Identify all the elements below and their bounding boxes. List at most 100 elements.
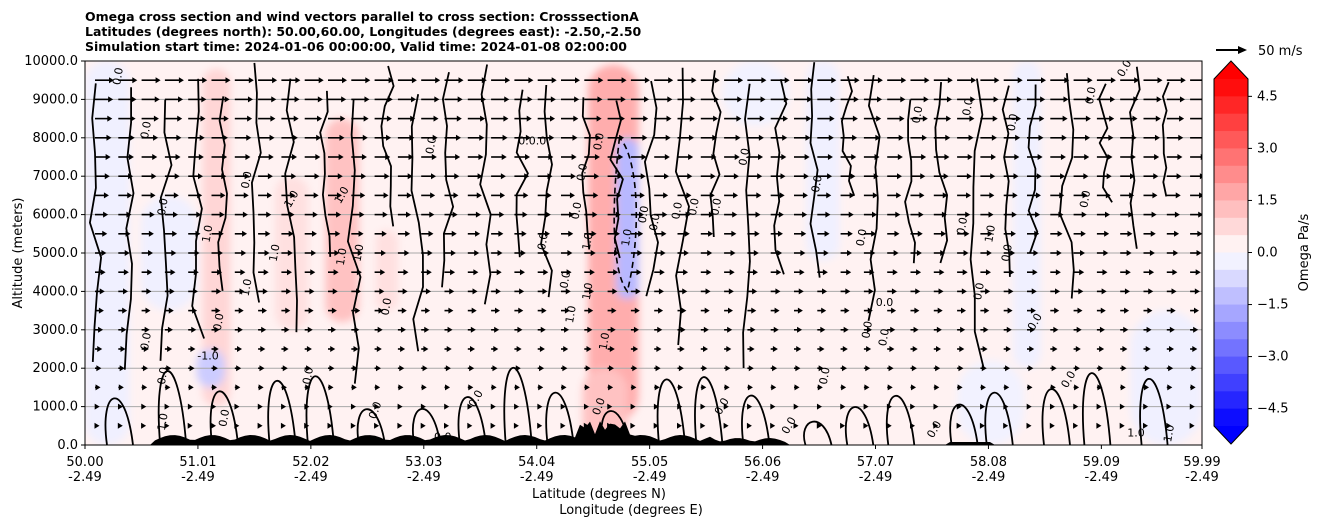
wind-vector-head-214: [361, 173, 367, 180]
wind-vector-head-543: [752, 288, 758, 295]
wind-vector-head-716: [960, 326, 966, 333]
wind-vector-head-12: [98, 307, 104, 314]
x-tick-lon-2: -2.49: [294, 470, 328, 485]
contour-label-22: 0.0: [591, 132, 607, 151]
wind-vector-head-559: [777, 230, 783, 237]
contour-label-47: 0.0: [1005, 113, 1021, 132]
wind-vector-head-775: [1028, 365, 1034, 372]
wind-vector-head-171: [318, 77, 324, 84]
wind-vector-head-885: [1171, 288, 1177, 295]
wind-vector-head-444: [639, 211, 645, 218]
wind-vector-head-58: [178, 96, 184, 103]
wind-vector-head-557: [779, 192, 785, 199]
wind-vector-head-508: [703, 346, 709, 352]
wind-vector-head-225: [351, 384, 357, 391]
wind-vector-head-884: [1172, 269, 1178, 276]
plot-area: 0.00.00.00.00.01.0-1.00.00.01.01.01.00.0…: [85, 61, 1202, 445]
wind-vector-head-383: [572, 134, 578, 141]
wind-vector-head-524: [728, 288, 734, 295]
wind-vector-head-20: [131, 96, 137, 103]
wind-vector-head-365: [548, 154, 554, 160]
wind-vector-head-770: [1032, 269, 1038, 276]
wind-vector-head-54: [142, 384, 148, 391]
low-contour-11: [656, 378, 686, 445]
wind-vector-head-670: [920, 173, 926, 180]
wind-vector-head-683: [910, 422, 915, 429]
wind-vector-head-568: [770, 403, 776, 410]
wind-vector-head-121: [242, 211, 248, 218]
wind-vector-head-189: [304, 422, 310, 429]
contour-label-25: 1.0: [580, 282, 596, 301]
contour-label-53: 1.0: [1127, 426, 1145, 439]
wind-vector-head-841: [1129, 173, 1135, 180]
wind-vector-head-115: [247, 96, 253, 103]
wind-vector-head-431: [610, 326, 616, 333]
wind-vector-head-594: [827, 173, 833, 180]
wind-vector-head-190: [342, 77, 347, 84]
wind-vector-head-13: [98, 326, 104, 333]
wind-vector-head-256: [404, 250, 410, 256]
wind-vector-head-815: [1073, 403, 1079, 410]
low-contour-7: [457, 396, 487, 445]
wind-vector-head-901: [1197, 230, 1202, 237]
wind-vector-head-404: [594, 173, 600, 180]
contour-label-29: 0.0: [636, 205, 652, 224]
colorbar: 4.5 3.0 1.5 0.0 −1.5 −3.0 −4.5 Omega Pa/s: [1213, 60, 1312, 445]
colorbar-band-19: [1214, 408, 1248, 427]
wind-vector-head-575: [803, 173, 809, 180]
wind-vector-head-384: [571, 154, 577, 160]
wind-vector-head-878: [1177, 154, 1183, 160]
wind-vector-head-116: [247, 115, 253, 122]
wind-vector-head-34: [119, 365, 125, 372]
wind-vector-head-155: [292, 134, 298, 141]
wind-vector-head-373: [541, 307, 547, 314]
wind-vector-head-99: [222, 154, 228, 160]
wind-vector-head-275: [427, 250, 433, 256]
x-tick-lat-5: 55.05: [631, 455, 668, 470]
wind-vector-head-249: [410, 115, 416, 122]
wind-vector-head-77: [201, 96, 207, 103]
wind-vector-head-586: [794, 384, 800, 391]
wind-vector-head-238: [380, 269, 386, 276]
wind-vector-head-393: [564, 326, 570, 333]
wind-vector-head-861: [1152, 192, 1158, 199]
wind-vector-head-326: [502, 134, 508, 141]
wind-vector-head-783: [1060, 154, 1066, 160]
wind-vector-head-199: [334, 250, 340, 256]
wind-vector-head-354: [518, 307, 524, 314]
wind-vector-head-291: [453, 192, 459, 199]
wind-vector-head-111: [212, 384, 218, 391]
wind-vector-head-129: [236, 365, 242, 372]
wind-vector-head-469: [657, 326, 663, 333]
wind-vector-head-157: [291, 173, 297, 180]
wind-vector-head-247: [411, 77, 417, 84]
wind-vector-head-660: [889, 346, 895, 352]
contour-label-16: 0.0: [378, 297, 394, 316]
contour-line-0: [88, 83, 103, 362]
x-tick-lon-8: -2.49: [972, 470, 1006, 485]
wind-vector-head-520: [732, 211, 738, 218]
wind-vector-head-830: [1099, 326, 1105, 333]
wind-vector-head-427: [614, 250, 620, 256]
wind-vector-head-294: [450, 250, 456, 256]
wind-vector-head-307: [479, 134, 485, 141]
wind-vector-head-206: [328, 384, 334, 391]
wind-vector-head-846: [1125, 269, 1131, 276]
plot-clip-group: 0.00.00.00.00.01.0-1.00.00.01.01.01.00.0…: [85, 61, 1202, 445]
wind-vector-head-791: [1054, 307, 1060, 314]
wind-vector-head-138: [267, 173, 273, 180]
wind-vector-head-634: [872, 211, 878, 218]
wind-vector-head-451: [633, 346, 639, 352]
wind-vector-head-682: [910, 403, 916, 410]
wind-vector-head-241: [377, 326, 383, 333]
wind-vector-head-510: [701, 384, 707, 391]
title-line-1: Omega cross section and wind vectors par…: [85, 9, 639, 24]
wind-vector-head-289: [455, 154, 461, 160]
wind-vector-head-906: [1193, 326, 1199, 333]
wind-vector-head-714: [961, 288, 967, 295]
wind-vector-head-242: [376, 346, 382, 352]
wind-vector-head-145: [261, 307, 267, 314]
wind-vector-head-754: [1006, 326, 1012, 333]
wind-vector-head-161: [287, 250, 293, 256]
